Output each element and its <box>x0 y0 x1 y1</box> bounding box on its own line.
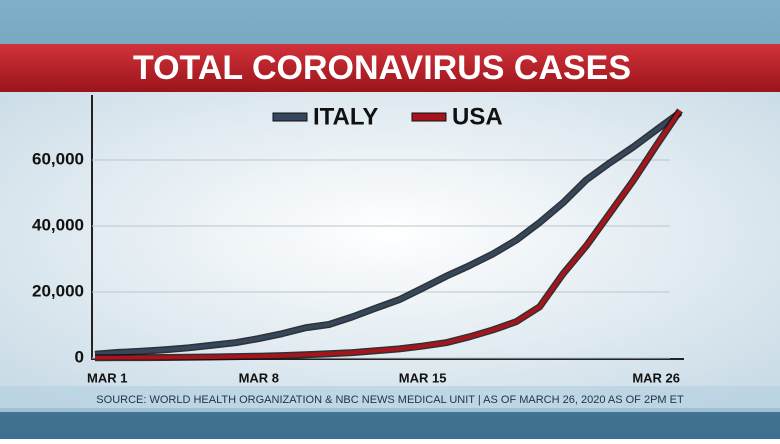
legend-swatch <box>272 112 308 122</box>
x-tick-label: MAR 26 <box>632 370 680 385</box>
chart-title: TOTAL CORONAVIRUS CASES <box>133 49 631 87</box>
y-tick-label: 20,000 <box>32 281 84 300</box>
legend-swatch <box>411 112 447 122</box>
x-tick-label: MAR 1 <box>87 370 127 385</box>
y-tick-label: 60,000 <box>32 149 84 168</box>
x-tick-label: MAR 8 <box>239 370 279 385</box>
source-strip <box>0 386 780 412</box>
line-series <box>94 109 682 360</box>
legend-label: USA <box>452 103 503 130</box>
legend-label: ITALY <box>313 103 378 130</box>
source: SOURCE: WORLD HEALTH ORGANIZATION & NBC … <box>96 394 684 406</box>
x-tick-label: MAR 15 <box>399 370 447 385</box>
y-tick-label: 0 <box>75 347 84 366</box>
title-banner <box>0 44 780 92</box>
line-series <box>94 110 682 357</box>
y-tick-label: 40,000 <box>32 215 84 234</box>
